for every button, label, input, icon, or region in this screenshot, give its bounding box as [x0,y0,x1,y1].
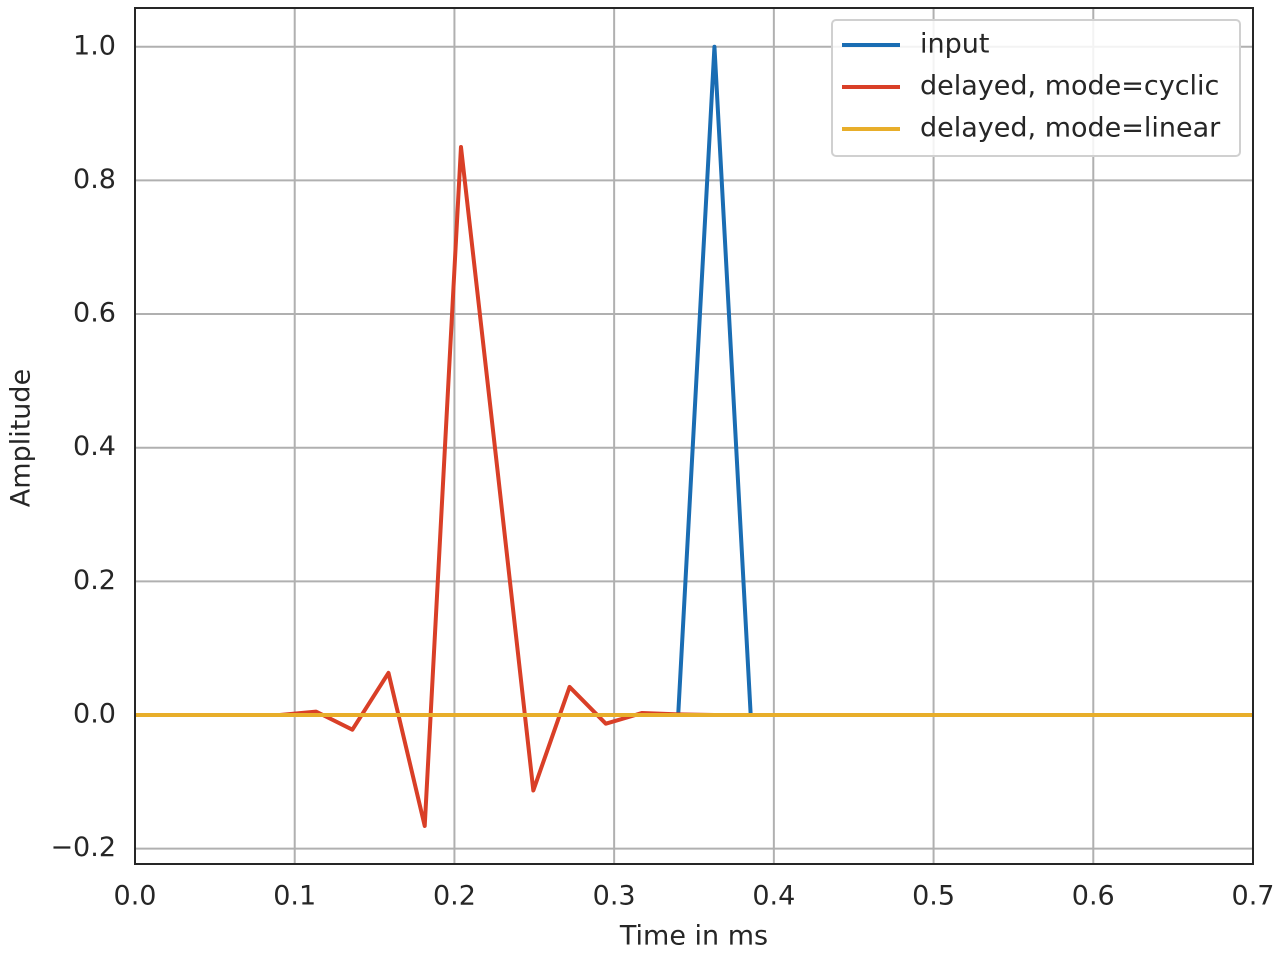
x-tick-label: 0.5 [912,881,955,912]
y-tick-label: 0.2 [73,565,116,596]
legend-label: delayed, mode=linear [920,113,1221,144]
legend: input delayed, mode=cyclic delayed, mode=l… [831,19,1241,157]
x-tick-label: 0.6 [1072,881,1115,912]
y-tick-label: 0.4 [73,431,116,462]
x-tick-label: 0.1 [273,881,316,912]
x-tick-label: 0.3 [593,881,636,912]
legend-box [831,19,1241,157]
x-tick-label: 0.7 [1232,881,1275,912]
data-line [135,144,1253,828]
y-axis-label: Amplitude [6,369,37,507]
y-tick-label: −0.2 [50,832,116,863]
y-tick-label: 0.6 [73,298,116,329]
y-tick-label: 0.8 [73,164,116,195]
y-tick-label: 1.0 [73,30,116,61]
x-axis-label: Time in ms [619,921,768,952]
legend-label: input [920,29,989,60]
axes-frame [134,7,1254,865]
ticks: 0.0 0.1 0.2 0.3 0.4 0.5 0.6 0.7 −0.2 0.0 0.2 0.4 0.6… [50,30,1274,911]
x-tick-label: 0.0 [114,881,157,912]
plot-area [135,44,1253,828]
y-tick-label: 0.0 [73,698,116,729]
x-tick-label: 0.4 [752,881,795,912]
legend-label: delayed, mode=cyclic [920,71,1219,102]
x-tick-label: 0.2 [433,881,476,912]
